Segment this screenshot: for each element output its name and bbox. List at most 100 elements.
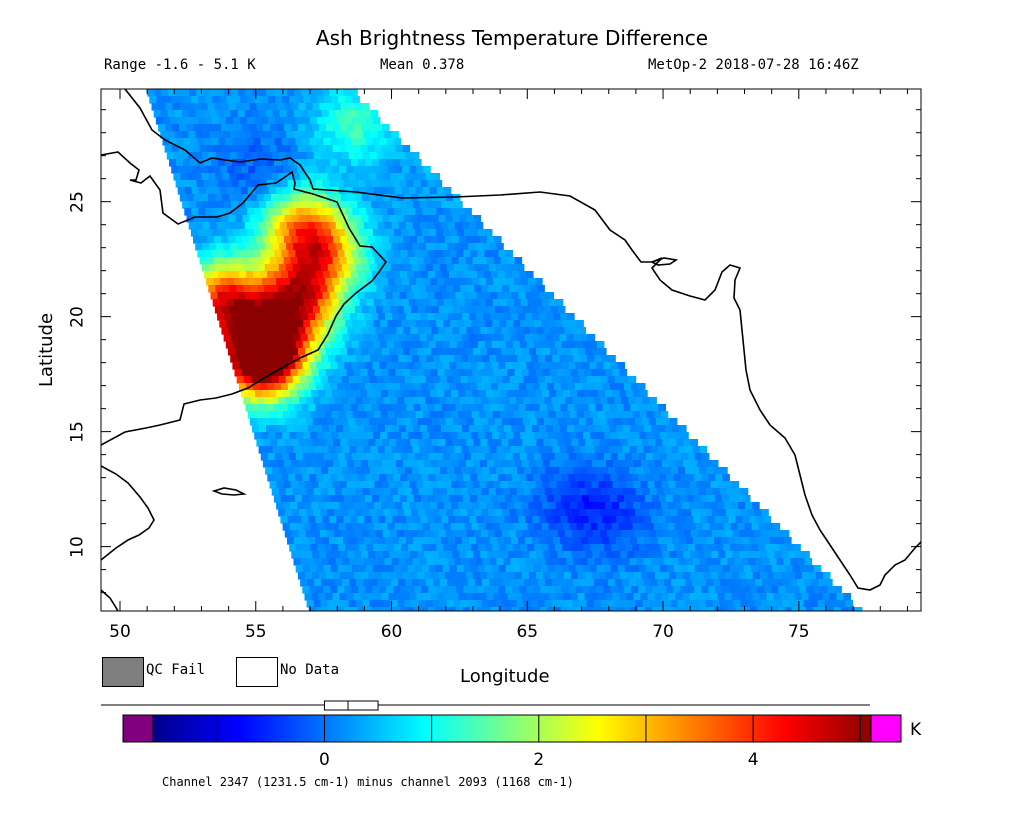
swath-pixel <box>742 495 751 503</box>
swath-pixel <box>407 341 416 349</box>
swath-pixel <box>647 572 656 580</box>
swath-pixel <box>419 558 428 566</box>
swath-pixel <box>352 523 361 531</box>
swath-pixel <box>305 551 313 559</box>
swath-pixel <box>362 509 370 517</box>
swath-pixel <box>515 439 523 447</box>
swath-pixel <box>528 369 537 377</box>
swath-pixel <box>285 152 294 160</box>
swath-pixel <box>224 313 232 321</box>
swath-pixel <box>456 565 465 573</box>
satellite-time-text: MetOp-2 2018-07-28 16:46Z <box>648 57 859 73</box>
swath-pixel <box>491 474 499 482</box>
swath-pixel <box>609 425 617 433</box>
swath-pixel <box>251 222 260 230</box>
swath-pixel <box>724 481 733 489</box>
swath-pixel <box>570 390 578 398</box>
swath-pixel <box>425 509 433 517</box>
swath-pixel <box>687 453 696 461</box>
swath-pixel <box>423 390 431 398</box>
swath-pixel <box>188 110 197 118</box>
swath-pixel <box>400 229 409 237</box>
swath-pixel <box>521 278 529 286</box>
swath-pixel <box>448 537 456 545</box>
swath-pixel <box>589 362 597 370</box>
swath-pixel <box>612 502 620 510</box>
swath-pixel <box>420 537 428 545</box>
swath-pixel <box>385 201 393 209</box>
swath-pixel <box>479 481 488 489</box>
swath-pixel <box>294 313 302 321</box>
swath-pixel <box>680 586 688 594</box>
swath-pixel <box>422 187 431 195</box>
swath-pixel <box>287 201 295 209</box>
swath-pixel <box>432 376 441 384</box>
swath-pixel <box>259 425 267 433</box>
swath-pixel <box>309 586 317 594</box>
swath-pixel <box>492 523 501 531</box>
swath-pixel <box>431 348 439 356</box>
swath-pixel <box>198 208 206 216</box>
swath-pixel <box>219 208 227 216</box>
swath-pixel <box>780 593 789 601</box>
swath-pixel <box>475 355 483 363</box>
swath-pixel <box>785 586 793 594</box>
swath-pixel <box>378 607 387 611</box>
plot-frame <box>100 88 922 612</box>
swath-pixel <box>438 348 446 356</box>
swath-pixel <box>384 558 393 566</box>
swath-pixel <box>524 558 533 566</box>
swath-pixel <box>255 278 263 286</box>
swath-pixel <box>494 439 502 447</box>
swath-pixel <box>710 481 719 489</box>
swath-pixel <box>497 425 505 433</box>
swath-pixel <box>446 285 454 293</box>
swath-pixel <box>191 96 199 104</box>
swath-pixel <box>687 565 696 573</box>
swath-pixel <box>346 145 355 153</box>
swath-pixel <box>275 187 284 195</box>
swath-pixel <box>519 453 528 461</box>
swath-pixel <box>541 299 550 307</box>
swath-pixel <box>587 467 595 475</box>
swath-pixel <box>557 530 566 538</box>
swath-pixel <box>581 495 590 503</box>
swath-pixel <box>303 523 312 531</box>
swath-pixel <box>335 579 343 587</box>
swath-pixel <box>302 565 311 573</box>
swath-pixel <box>447 446 456 454</box>
swath-pixel <box>677 600 686 608</box>
swath-pixel <box>248 257 257 265</box>
swath-pixel <box>340 530 349 538</box>
swath-pixel <box>268 299 277 307</box>
swath-pixel <box>427 313 435 321</box>
swath-pixel <box>525 404 534 412</box>
swath-pixel <box>656 509 664 517</box>
swath-pixel <box>532 404 541 412</box>
swath-pixel <box>571 327 579 335</box>
swath-pixel <box>260 271 268 279</box>
swath-pixel <box>610 453 619 461</box>
swath-pixel <box>221 327 229 335</box>
swath-pixel <box>547 362 555 370</box>
swath-pixel <box>420 292 429 300</box>
swath-pixel <box>262 369 271 377</box>
swath-pixel <box>230 222 239 230</box>
swath-pixel <box>327 488 336 496</box>
swath-pixel <box>532 495 541 503</box>
swath-pixel <box>189 89 197 97</box>
swath-pixel <box>450 432 458 440</box>
swath-pixel <box>712 488 721 496</box>
swath-pixel <box>759 593 768 601</box>
swath-pixel <box>598 460 607 468</box>
swath-pixel <box>235 327 243 335</box>
swath-pixel <box>360 572 369 580</box>
swath-pixel <box>349 558 358 566</box>
swath-pixel <box>358 138 367 146</box>
swath-pixel <box>580 467 588 475</box>
swath-pixel <box>379 138 388 146</box>
plot-area <box>101 89 921 611</box>
swath-pixel <box>176 159 184 167</box>
swath-pixel <box>395 390 403 398</box>
